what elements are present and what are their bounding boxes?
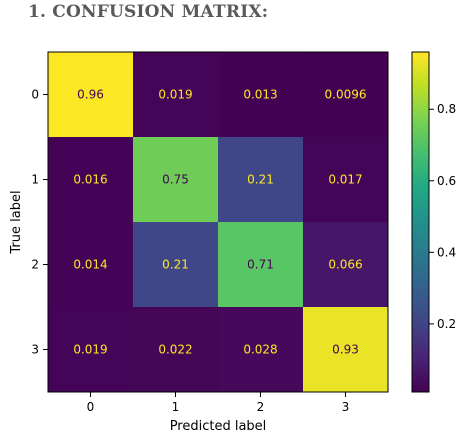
section-heading: 1. CONFUSION MATRIX: xyxy=(28,2,269,22)
cell-value-label-1-2: 0.21 xyxy=(247,173,274,187)
matrix-cell-3-0 xyxy=(48,307,133,392)
cell-value-label-3-3: 0.93 xyxy=(332,343,359,357)
matrix-cell-0-1 xyxy=(133,52,218,137)
cell-value-label-0-1: 0.019 xyxy=(158,88,192,102)
x-tick-label-1: 1 xyxy=(172,400,180,414)
matrix-cell-1-0 xyxy=(48,137,133,222)
cell-value-label-0-2: 0.013 xyxy=(243,88,277,102)
matrix-cell-2-2 xyxy=(218,222,303,307)
matrix-cell-0-2 xyxy=(218,52,303,137)
y-tick-label-1: 1 xyxy=(31,173,39,187)
matrix-cell-3-1 xyxy=(133,307,218,392)
colorbar-tick-label-1: 0.4 xyxy=(437,245,456,259)
cell-value-label-1-3: 0.017 xyxy=(328,173,362,187)
colorbar-tick-label-0: 0.2 xyxy=(437,317,456,331)
cell-value-label-2-0: 0.014 xyxy=(73,258,107,272)
y-axis-label: True label xyxy=(9,190,24,254)
matrix-cell-3-2 xyxy=(218,307,303,392)
x-tick-label-0: 0 xyxy=(87,400,95,414)
matrix-cell-2-0 xyxy=(48,222,133,307)
y-tick-label-0: 0 xyxy=(31,88,39,102)
matrix-cell-2-3 xyxy=(303,222,388,307)
cell-value-label-2-1: 0.21 xyxy=(162,258,189,272)
x-tick-label-2: 2 xyxy=(257,400,265,414)
cell-value-label-0-3: 0.0096 xyxy=(325,88,367,102)
cell-value-label-1-0: 0.016 xyxy=(73,173,107,187)
colorbar-tick-label-2: 0.6 xyxy=(437,174,456,188)
cell-value-label-3-2: 0.028 xyxy=(243,343,277,357)
cell-value-label-0-0: 0.96 xyxy=(77,88,104,102)
colorbar xyxy=(411,51,430,393)
matrix-cell-0-3 xyxy=(303,52,388,137)
cell-value-label-2-2: 0.71 xyxy=(247,258,274,272)
matrix-cell-1-3 xyxy=(303,137,388,222)
cell-value-label-3-0: 0.019 xyxy=(73,343,107,357)
y-tick-label-3: 3 xyxy=(31,343,39,357)
matrix-cell-2-1 xyxy=(133,222,218,307)
matrix-cell-0-0 xyxy=(48,52,133,137)
matrix-cell-3-3 xyxy=(303,307,388,392)
x-axis-label: Predicted label xyxy=(170,419,267,434)
x-tick-label-3: 3 xyxy=(342,400,350,414)
cell-value-label-2-3: 0.066 xyxy=(328,258,362,272)
colorbar-tick-label-3: 0.8 xyxy=(437,102,456,116)
cell-value-label-1-1: 0.75 xyxy=(162,173,189,187)
y-tick-label-2: 2 xyxy=(31,258,39,272)
matrix-cell-1-1 xyxy=(133,137,218,222)
matrix-frame xyxy=(47,51,389,393)
matrix-cell-1-2 xyxy=(218,137,303,222)
cell-value-label-3-1: 0.022 xyxy=(158,343,192,357)
